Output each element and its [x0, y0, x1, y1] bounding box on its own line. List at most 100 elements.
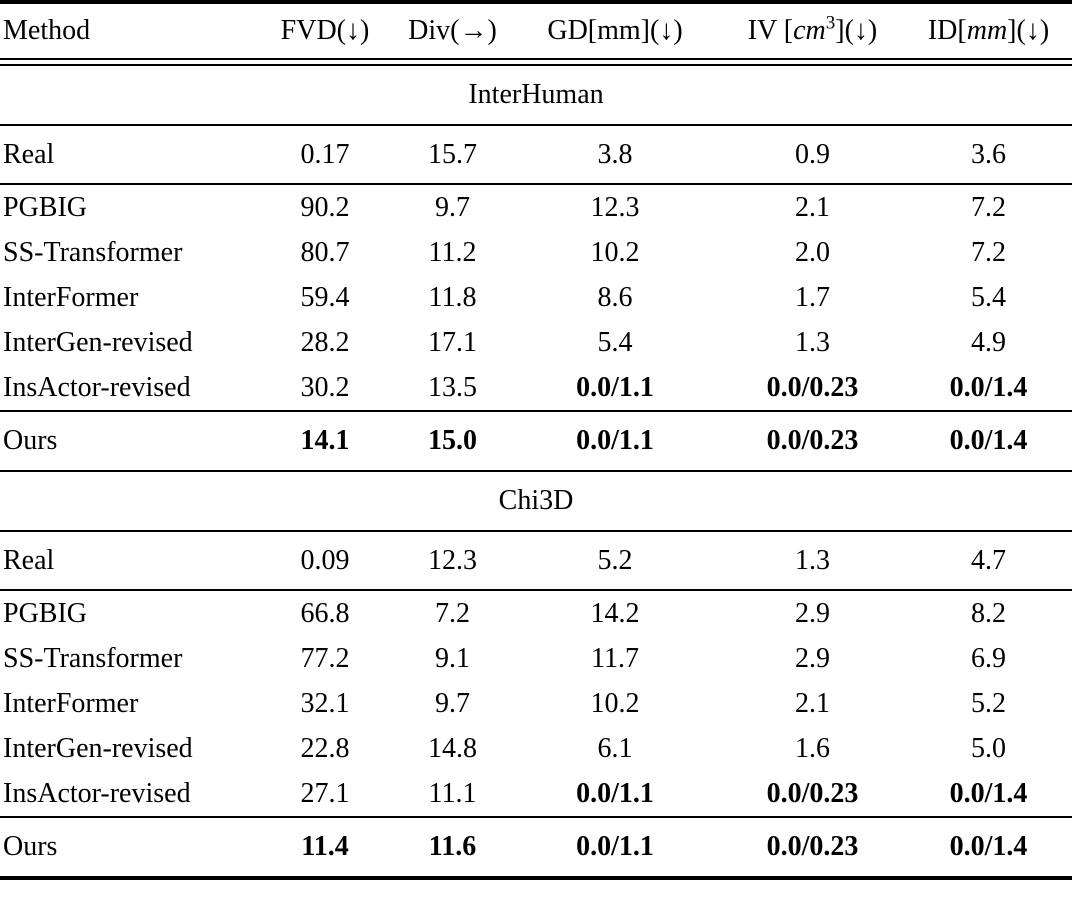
metric-cell: 15.0: [395, 411, 510, 472]
metric-cell: 17.1: [428, 326, 477, 358]
metric-cell: 0.9: [720, 125, 905, 185]
table-row-ours: Ours 11.4 11.6 0.0/1.1 0.0/0.23 0.0/1.4: [0, 817, 1072, 878]
method-name-cell: Real: [0, 531, 255, 591]
metric-cell: 66.8: [300, 597, 350, 629]
header-id-unit: mm: [966, 15, 1008, 46]
metric-cell: 5.4: [597, 326, 633, 358]
method-name-cell: InterFormer: [3, 281, 139, 313]
header-row: Method FVD(↓) Div(→) GD[mm](↓) IV [cm3](…: [0, 2, 1072, 59]
metric-cell: 1.6: [795, 732, 830, 764]
metric-cell: 2.1: [795, 191, 830, 223]
header-id-prefix: ID[: [927, 15, 967, 46]
metric-cell: 4.7: [905, 531, 1072, 591]
header-iv-suffix: ](↓): [835, 15, 878, 46]
metric-cell: 11.2: [428, 236, 477, 268]
metric-cell: 14.2: [590, 597, 640, 629]
metric-cell: 0.0/1.1: [510, 771, 720, 818]
metric-cell: 2.9: [795, 642, 830, 674]
metric-cell: 7.2: [971, 191, 1006, 223]
table-row: InsActor-revised 30.2 13.5 0.0/1.1 0.0/0…: [0, 365, 1072, 412]
metric-cell: 13.5: [395, 365, 510, 412]
metric-cell: 2.0: [795, 236, 830, 268]
double-rule: [0, 58, 1072, 66]
metric-cell: 5.0: [971, 732, 1006, 764]
metric-cell: 3.6: [905, 125, 1072, 185]
metric-cell: 90.2: [300, 191, 350, 223]
method-name-cell: InterFormer: [3, 687, 139, 719]
metric-cell: 12.3: [590, 191, 640, 223]
metric-cell: 30.2: [255, 365, 395, 412]
metric-cell: 6.9: [971, 642, 1006, 674]
metric-cell: 6.1: [597, 732, 633, 764]
metric-cell: 0.0/0.23: [766, 831, 859, 862]
metric-cell: 8.2: [971, 597, 1006, 629]
header-gd: GD[mm](↓): [547, 15, 683, 46]
table-row: SS-Transformer 80.7 11.2 10.2 2.0 7.2: [0, 230, 1072, 275]
method-name-cell: InsActor-revised: [0, 771, 255, 818]
metric-cell: 0.17: [255, 125, 395, 185]
metric-cell: 8.6: [597, 281, 633, 313]
method-name-cell: InsActor-revised: [0, 365, 255, 412]
metric-cell: 0.0/0.23: [720, 411, 905, 472]
metric-cell: 11.4: [301, 831, 349, 862]
table-row: PGBIG 90.2 9.7 12.3 2.1 7.2: [0, 184, 1072, 230]
metric-cell: 1.3: [795, 326, 830, 358]
metric-cell: 0.0/0.23: [720, 771, 905, 818]
metric-cell: 11.7: [591, 642, 639, 674]
metric-cell: 0.0/1.1: [510, 411, 720, 472]
metric-cell: 7.2: [971, 236, 1006, 268]
metric-cell: 15.7: [395, 125, 510, 185]
metric-cell: 14.1: [255, 411, 395, 472]
method-name-cell: Ours: [3, 831, 58, 862]
method-name-cell: SS-Transformer: [3, 236, 183, 268]
results-table: Method FVD(↓) Div(→) GD[mm](↓) IV [cm3](…: [0, 0, 1072, 880]
table-row: InsActor-revised 27.1 11.1 0.0/1.1 0.0/0…: [0, 771, 1072, 818]
metric-cell: 4.9: [971, 326, 1006, 358]
method-name-cell: InterGen-revised: [3, 732, 193, 764]
metric-cell: 14.8: [428, 732, 477, 764]
metric-cell: 10.2: [590, 236, 640, 268]
metric-cell: 77.2: [300, 642, 350, 674]
header-id-suffix: ](↓): [1007, 15, 1050, 46]
method-name-cell: Ours: [0, 411, 255, 472]
metric-cell: 11.1: [395, 771, 510, 818]
header-iv-unit: cm: [793, 15, 826, 46]
header-iv: IV [cm3](↓): [720, 2, 905, 59]
metric-cell: 27.1: [255, 771, 395, 818]
section-title-interhuman: InterHuman: [0, 65, 1072, 126]
metric-cell: 80.7: [300, 236, 350, 268]
metric-cell: 0.0/0.23: [720, 365, 905, 412]
metric-cell: 0.0/1.4: [905, 365, 1072, 412]
header-id: ID[mm](↓): [905, 2, 1072, 59]
table-row: InterFormer 32.1 9.7 10.2 2.1 5.2: [0, 681, 1072, 726]
section-title-chi3d: Chi3D: [0, 471, 1072, 532]
metric-cell: 3.8: [510, 125, 720, 185]
metric-cell: 11.8: [428, 281, 477, 313]
header-method: Method: [3, 15, 91, 46]
metric-cell: 22.8: [300, 732, 350, 764]
table-row: SS-Transformer 77.2 9.1 11.7 2.9 6.9: [0, 636, 1072, 681]
metric-cell: 9.7: [435, 191, 470, 223]
metric-cell: 28.2: [300, 326, 350, 358]
metric-cell: 10.2: [590, 687, 640, 719]
metric-cell: 0.0/1.4: [905, 411, 1072, 472]
metric-cell: 0.09: [255, 531, 395, 591]
metric-cell: 9.1: [435, 642, 470, 674]
table-row: InterGen-revised 28.2 17.1 5.4 1.3 4.9: [0, 320, 1072, 365]
table-row: Real 0.17 15.7 3.8 0.9 3.6: [0, 125, 1072, 185]
method-name-cell: InterGen-revised: [3, 326, 193, 358]
metric-cell: 2.1: [795, 687, 830, 719]
table-row: PGBIG 66.8 7.2 14.2 2.9 8.2: [0, 590, 1072, 636]
table-row-ours: Ours 14.1 15.0 0.0/1.1 0.0/0.23 0.0/1.4: [0, 411, 1072, 472]
section-title: InterHuman: [0, 65, 1072, 126]
header-fvd: FVD(↓): [280, 15, 370, 46]
metric-cell: 59.4: [300, 281, 350, 313]
metric-cell: 7.2: [435, 597, 470, 629]
method-name-cell: PGBIG: [3, 597, 88, 629]
metric-cell: 2.9: [795, 597, 830, 629]
metric-cell: 0.0/1.1: [510, 365, 720, 412]
table-row: InterGen-revised 22.8 14.8 6.1 1.6 5.0: [0, 726, 1072, 771]
metric-cell: 0.0/1.4: [949, 831, 1028, 862]
header-div: Div(→): [408, 15, 497, 46]
metric-cell: 12.3: [395, 531, 510, 591]
